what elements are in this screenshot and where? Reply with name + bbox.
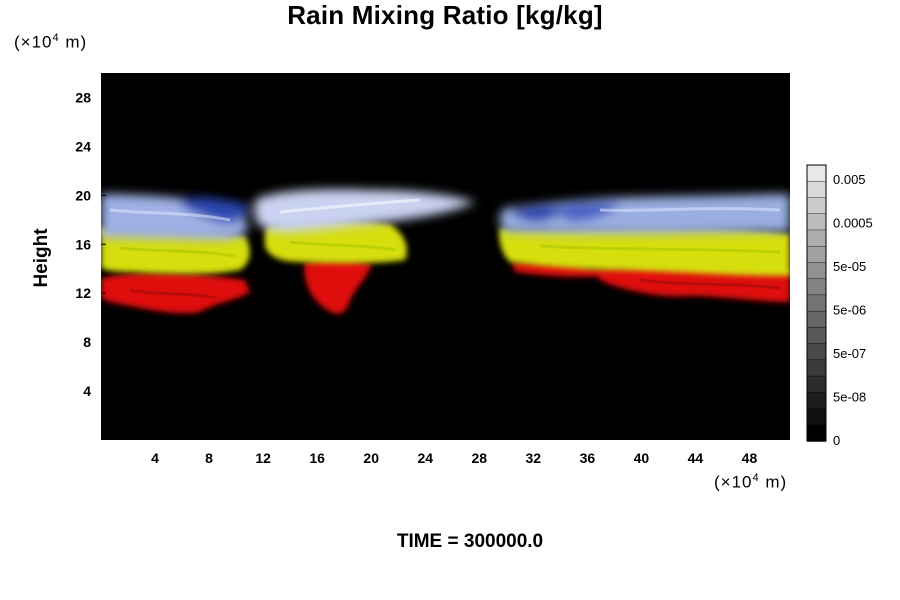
field-texture — [109, 198, 781, 300]
y-tick-label: 20 — [75, 187, 91, 203]
x-tick-label: 24 — [417, 450, 433, 466]
colorbar-swatch — [806, 408, 827, 426]
colorbar-swatch — [806, 181, 827, 199]
colorbar-label: 0.005 — [833, 172, 866, 187]
colorbar-swatch — [806, 424, 827, 442]
colorbar-swatch — [806, 392, 827, 410]
time-label: TIME = 300000.0 — [396, 531, 544, 552]
colorbar-swatch — [806, 294, 827, 312]
y-tick-label: 4 — [83, 383, 91, 399]
x-tick-label: 40 — [634, 450, 650, 466]
colorbar-label: 5e-06 — [833, 303, 866, 318]
colorbar-label: 5e-08 — [833, 390, 866, 405]
x-axis-ticks: 4 8 12 16 20 24 28 32 36 40 44 48 — [151, 435, 757, 466]
colorbar-swatch — [806, 310, 827, 329]
colorbar-swatch — [806, 229, 827, 247]
colorbar-swatch — [806, 278, 827, 296]
x-tick-label: 36 — [580, 450, 596, 466]
x-tick-label: 12 — [255, 450, 271, 466]
x-tick-label: 28 — [471, 450, 487, 466]
y-tick-label: 24 — [75, 138, 91, 154]
colorbar-swatch — [806, 197, 827, 215]
y-axis-unit: (×104 m) — [14, 32, 88, 52]
colorbar: 0.005 0.0005 5e-05 5e-06 5e-07 5e-08 0 — [806, 164, 873, 448]
x-tick-label: 8 — [205, 450, 213, 466]
colorbar-swatch — [806, 262, 827, 280]
colorbar-swatch — [806, 213, 827, 231]
x-tick-label: 44 — [688, 450, 704, 466]
y-tick-label: 28 — [75, 89, 91, 105]
y-axis-ticks: 4 8 12 16 20 24 28 — [75, 89, 106, 399]
x-tick-label: 48 — [742, 450, 758, 466]
colorbar-label: 5e-05 — [833, 259, 866, 274]
y-tick-label: 8 — [83, 334, 91, 350]
colorbar-swatch — [806, 327, 827, 345]
x-tick-label: 20 — [363, 450, 379, 466]
colorbar-label: 0 — [833, 433, 840, 448]
x-tick-label: 4 — [151, 450, 159, 466]
x-axis-unit: (×104 m) — [714, 472, 788, 492]
y-tick-label: 16 — [75, 236, 91, 252]
colorbar-swatch — [806, 375, 827, 393]
colorbar-swatch — [806, 359, 827, 377]
y-tick-label: 12 — [75, 285, 91, 301]
colorbar-label: 5e-07 — [833, 346, 866, 361]
x-tick-label: 32 — [526, 450, 542, 466]
colorbar-label: 0.0005 — [833, 216, 873, 231]
colorbar-swatch — [806, 343, 827, 361]
x-tick-label: 16 — [309, 450, 325, 466]
colorbar-swatch — [806, 245, 827, 264]
blue-band — [101, 189, 790, 240]
field-layers — [101, 189, 790, 314]
chart-title: Rain Mixing Ratio [kg/kg] — [287, 0, 603, 30]
colorbar-swatch — [806, 164, 827, 182]
